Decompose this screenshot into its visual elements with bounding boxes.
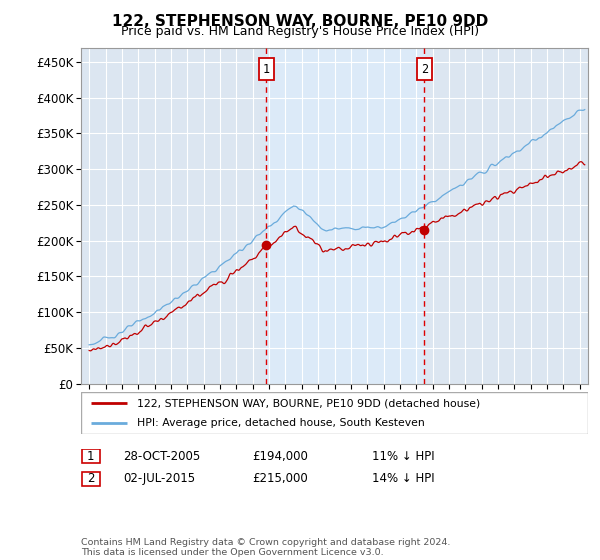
Text: HPI: Average price, detached house, South Kesteven: HPI: Average price, detached house, Sout… [137,418,425,428]
Text: 11% ↓ HPI: 11% ↓ HPI [372,450,434,463]
Bar [266,48,424,384]
Text: 2: 2 [421,63,428,76]
Text: £194,000: £194,000 [252,450,308,463]
Text: 1: 1 [87,450,95,463]
Text: 02-JUL-2015: 02-JUL-2015 [123,472,195,486]
Text: Contains HM Land Registry data © Crown copyright and database right 2024.
This d: Contains HM Land Registry data © Crown c… [81,538,451,557]
Text: 14% ↓ HPI: 14% ↓ HPI [372,472,434,486]
Text: 122, STEPHENSON WAY, BOURNE, PE10 9DD: 122, STEPHENSON WAY, BOURNE, PE10 9DD [112,14,488,29]
Text: 1: 1 [263,63,270,76]
Text: 28-OCT-2005: 28-OCT-2005 [123,450,200,463]
Text: 2: 2 [87,472,95,486]
Text: Price paid vs. HM Land Registry's House Price Index (HPI): Price paid vs. HM Land Registry's House … [121,25,479,38]
Text: £215,000: £215,000 [252,472,308,486]
Text: 122, STEPHENSON WAY, BOURNE, PE10 9DD (detached house): 122, STEPHENSON WAY, BOURNE, PE10 9DD (d… [137,398,480,408]
